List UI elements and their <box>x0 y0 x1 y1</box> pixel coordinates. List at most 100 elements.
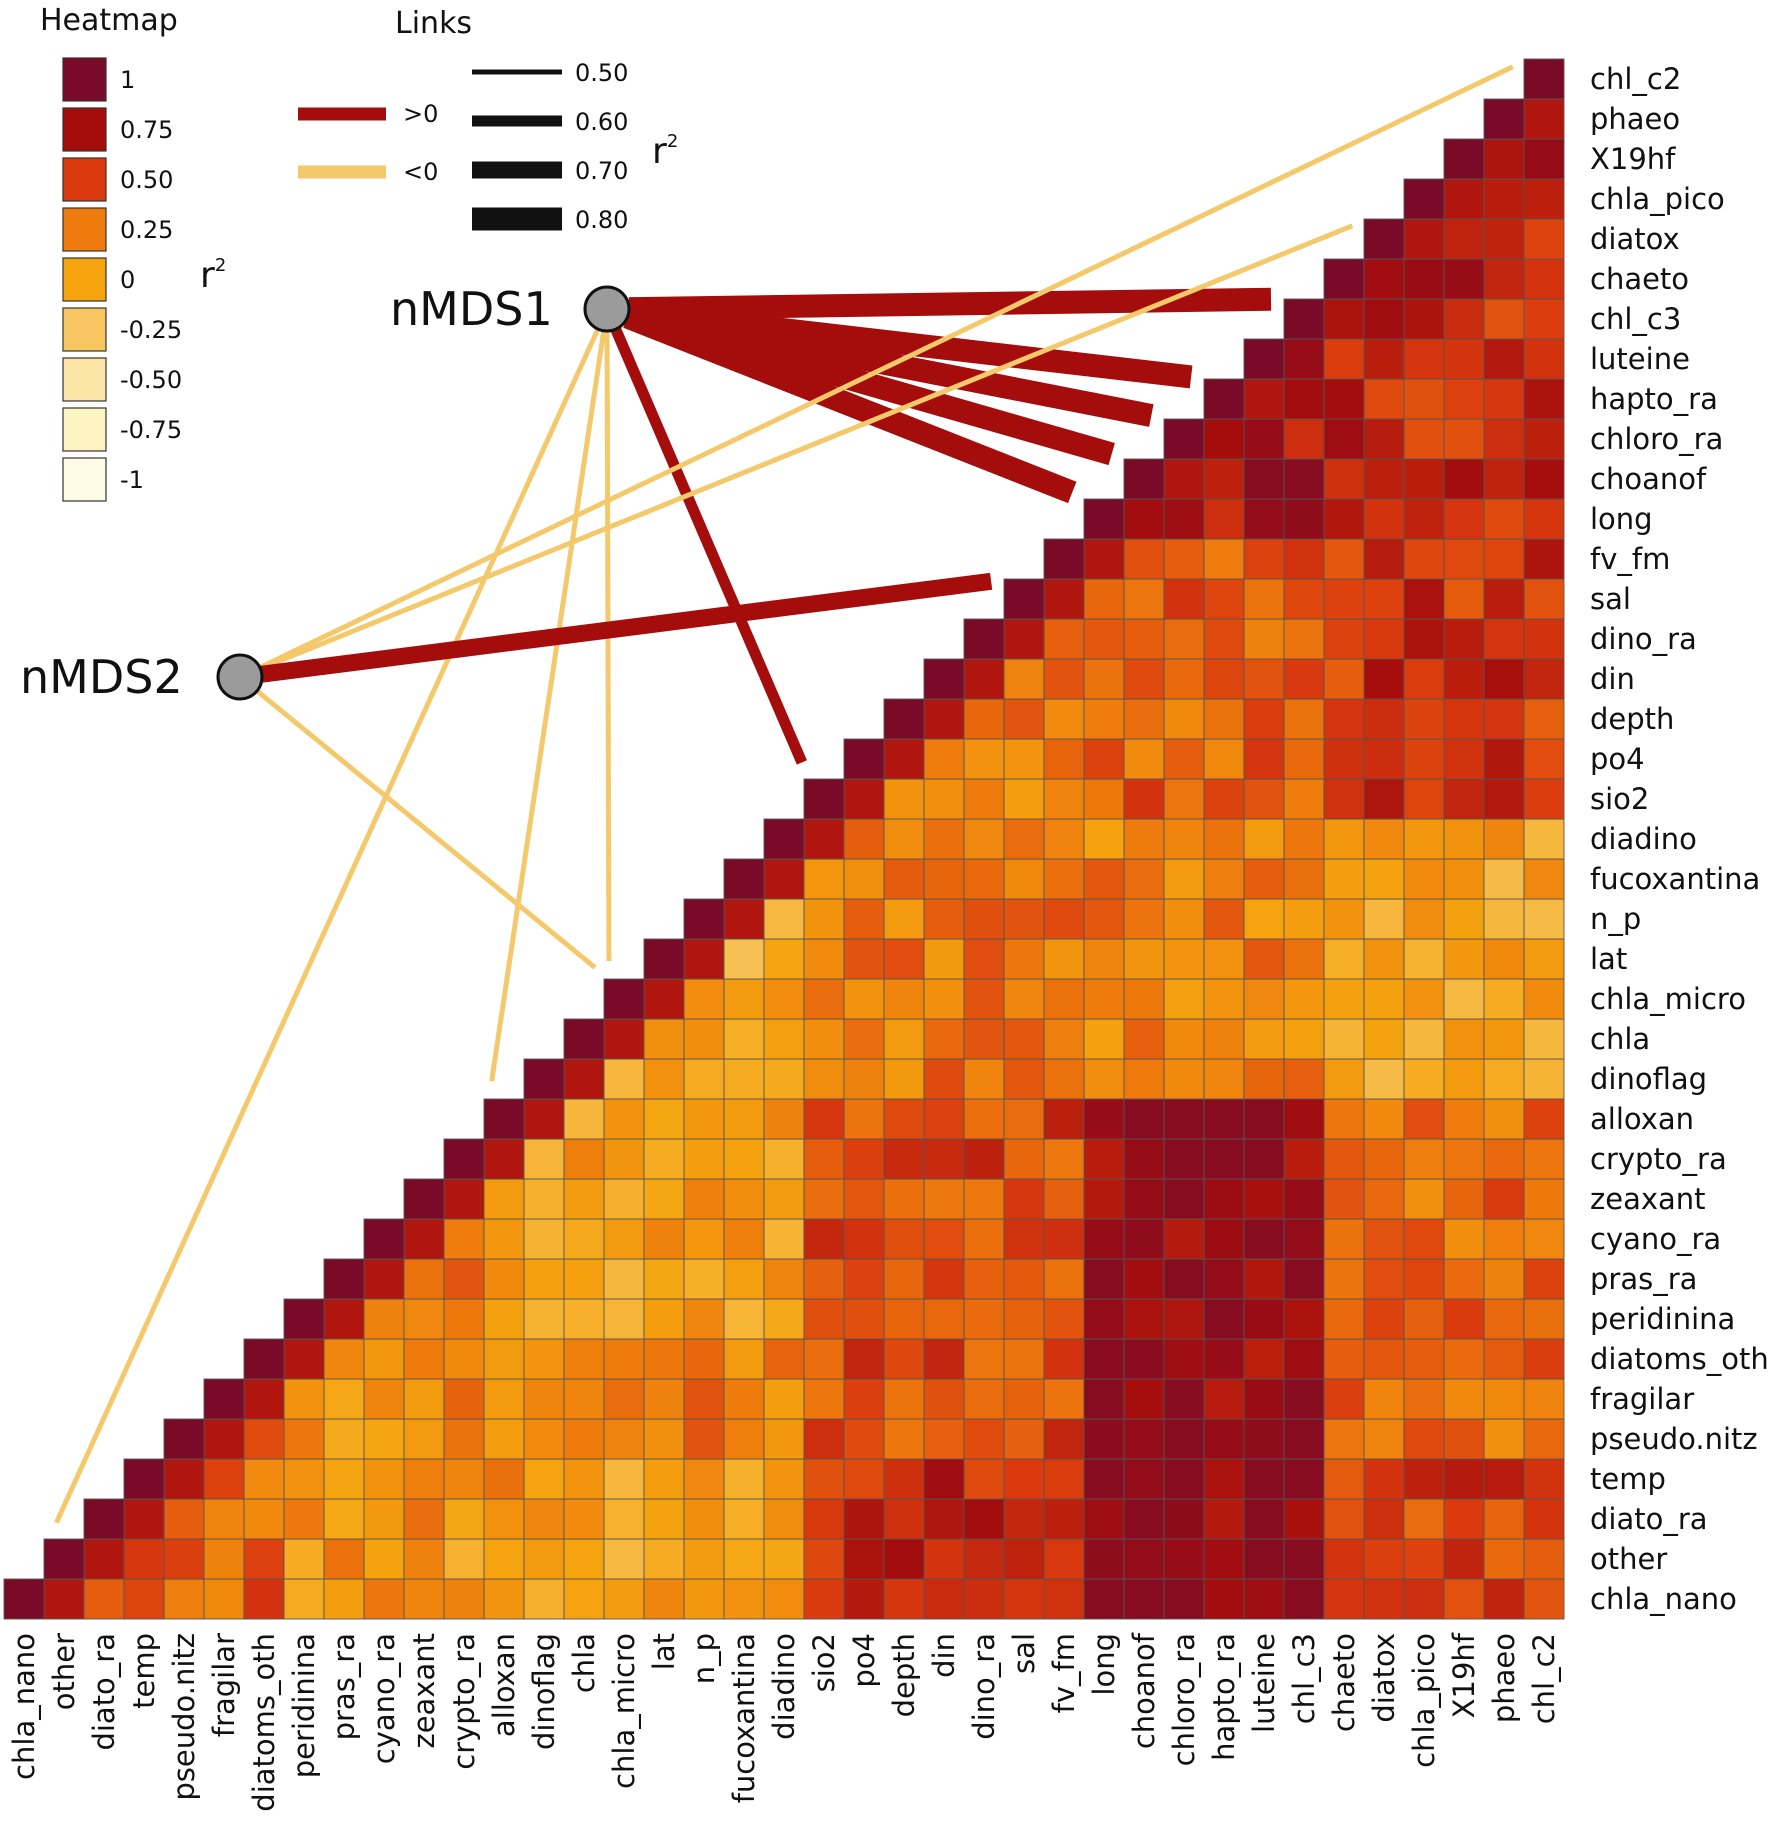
x-tick-label: sio2 <box>807 1633 841 1692</box>
heatmap-cell <box>443 1178 485 1220</box>
heatmap-cell <box>1323 1498 1365 1540</box>
heatmap-cell <box>123 1458 165 1500</box>
heatmap-cell <box>1403 538 1445 580</box>
heatmap-cell <box>603 1258 645 1300</box>
heatmap-cell <box>1403 498 1445 540</box>
heatmap-cell <box>643 938 685 980</box>
heatmap-cell <box>1323 898 1365 940</box>
heatmap-cell <box>283 1338 325 1380</box>
heatmap-cell <box>923 1218 965 1260</box>
heatmap-cell <box>1483 218 1525 260</box>
heatmap-cell <box>1523 578 1565 620</box>
heatmap-cell <box>1283 1178 1325 1220</box>
heatmap-cell <box>1043 1498 1085 1540</box>
heatmap-cell <box>1403 418 1445 460</box>
heatmap-cell <box>523 1298 565 1340</box>
heatmap-legend-swatch <box>62 257 107 302</box>
heatmap-cell <box>1123 1378 1165 1420</box>
heatmap-cell <box>443 1458 485 1500</box>
heatmap-cell <box>1003 1218 1045 1260</box>
heatmap-cell <box>1163 1258 1205 1300</box>
x-tick-label: diadino <box>767 1633 801 1740</box>
heatmap-cell <box>1203 1258 1245 1300</box>
heatmap-cell <box>1083 738 1125 780</box>
heatmap-cell <box>1443 178 1485 220</box>
heatmap-cell <box>483 1098 525 1140</box>
heatmap-cell <box>843 978 885 1020</box>
heatmap-cell <box>1083 1058 1125 1100</box>
heatmap-cell <box>963 858 1005 900</box>
heatmap-cell <box>43 1538 85 1580</box>
heatmap-cell <box>483 1298 525 1340</box>
heatmap-cell <box>1523 538 1565 580</box>
heatmap-cell <box>1443 138 1485 180</box>
heatmap-cell <box>1043 1418 1085 1460</box>
heatmap-cell <box>723 858 765 900</box>
heatmap-cell <box>923 1138 965 1180</box>
heatmap-cell <box>1443 578 1485 620</box>
heatmap-cell <box>923 738 965 780</box>
heatmap-cell <box>1323 778 1365 820</box>
heatmap-cell <box>563 1538 605 1580</box>
heatmap-cell <box>1323 1538 1365 1580</box>
x-axis-labels: chla_nano other diato_ra temp pseudo.nitz fra… <box>7 1632 1561 1811</box>
heatmap-cell <box>763 1218 805 1260</box>
links-legend: Links >0 <0 0.50 0.60 0.70 0.80 r2 <box>298 6 678 234</box>
heatmap-cell <box>883 1378 925 1420</box>
heatmap-cell <box>1363 298 1405 340</box>
heatmap-cell <box>1403 298 1445 340</box>
heatmap-cell <box>1283 1018 1325 1060</box>
heatmap-cell <box>1443 778 1485 820</box>
heatmap-cell <box>1323 458 1365 500</box>
heatmap-cell <box>963 738 1005 780</box>
heatmap-cell <box>1443 1138 1485 1180</box>
x-tick-label: chloro_ra <box>1167 1633 1201 1766</box>
heatmap-cell <box>883 1138 925 1180</box>
heatmap-cell <box>1403 1378 1445 1420</box>
heatmap-cell <box>883 978 925 1020</box>
network-link <box>255 688 597 970</box>
heatmap-cell <box>1363 938 1405 980</box>
y-tick-label: crypto_ra <box>1590 1142 1727 1176</box>
heatmap-cell <box>1403 1098 1445 1140</box>
heatmap-cell <box>883 1338 925 1380</box>
heatmap-cell <box>1443 538 1485 580</box>
heatmap-cell <box>1523 58 1565 100</box>
heatmap-cell <box>1043 618 1085 660</box>
heatmap-cell <box>1323 1018 1365 1060</box>
heatmap-cell <box>1043 938 1085 980</box>
heatmap-cell <box>483 1538 525 1580</box>
heatmap-cell <box>803 1498 845 1540</box>
heatmap-cell <box>523 1458 565 1500</box>
heatmap-cell <box>1043 538 1085 580</box>
heatmap-cell <box>603 1498 645 1540</box>
heatmap-cell <box>1283 1538 1325 1580</box>
x-tick-label: sal <box>1007 1633 1041 1674</box>
heatmap-cell <box>1443 1298 1485 1340</box>
heatmap-cell <box>1083 1418 1125 1460</box>
heatmap-cell <box>883 1258 925 1300</box>
heatmap-cell <box>603 1298 645 1340</box>
heatmap-cell <box>1283 658 1325 700</box>
heatmap-cell <box>563 1578 605 1620</box>
heatmap-cell <box>603 1338 645 1380</box>
heatmap-cell <box>1403 178 1445 220</box>
heatmap-cell <box>1283 538 1325 580</box>
heatmap-cell <box>1243 1258 1285 1300</box>
heatmap-cell <box>1483 1138 1525 1180</box>
heatmap-cell <box>683 938 725 980</box>
heatmap-cell <box>843 1578 885 1620</box>
heatmap-cell <box>1163 578 1205 620</box>
heatmap-cell <box>1363 1298 1405 1340</box>
heatmap-cell <box>963 778 1005 820</box>
heatmap-cell <box>763 1298 805 1340</box>
heatmap-cell <box>763 818 805 860</box>
heatmap-cell <box>1003 1298 1045 1340</box>
heatmap-cell <box>523 1338 565 1380</box>
heatmap-cell <box>843 1378 885 1420</box>
heatmap-cell <box>523 1378 565 1420</box>
heatmap-cell <box>963 1298 1005 1340</box>
heatmap-cell <box>1003 1098 1045 1140</box>
heatmap-cell <box>563 1058 605 1100</box>
heatmap-cell <box>1323 1098 1365 1140</box>
